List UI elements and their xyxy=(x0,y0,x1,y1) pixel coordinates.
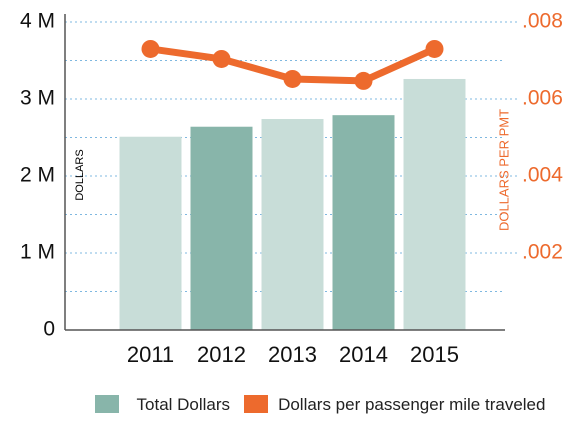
legend-swatch xyxy=(94,395,119,413)
x-tick-label: 2014 xyxy=(339,342,388,367)
bar xyxy=(261,119,324,331)
legend: Total Dollars Dollars per passenger mile … xyxy=(90,388,550,422)
plot: 0 1 M 2 M 3 M 4 M .002 .004 .006 .008 2011 2012 201… xyxy=(20,10,563,367)
y-tick-label: 3 M xyxy=(20,87,55,110)
x-tick-label: 2013 xyxy=(268,342,317,367)
bar xyxy=(119,136,182,330)
line-point xyxy=(141,39,160,58)
y2-tick-label: .004 xyxy=(522,164,563,187)
bar xyxy=(403,78,466,330)
line-point xyxy=(354,71,373,90)
legend-label: Total Dollars xyxy=(136,395,231,414)
line-point xyxy=(212,49,231,68)
y-tick-label: 2 M xyxy=(20,164,55,187)
y-tick-label: 1 M xyxy=(20,241,55,264)
bar xyxy=(332,115,395,330)
y2-axis-label: DOLLARS PER PMT xyxy=(496,109,511,231)
line-point xyxy=(425,39,444,58)
y-tick-label: 0 xyxy=(43,318,55,341)
y-tick-label: 4 M xyxy=(20,10,55,33)
bar xyxy=(190,126,253,330)
y2-tick-label: .002 xyxy=(522,241,563,264)
y2-tick-label: .008 xyxy=(522,10,563,33)
x-tick-label: 2011 xyxy=(127,342,174,367)
y-axis-label: DOLLARS xyxy=(74,149,86,200)
line-point xyxy=(283,69,302,88)
legend-swatch xyxy=(244,395,269,413)
legend-label: Dollars per passenger mile traveled xyxy=(278,395,546,414)
x-tick-label: 2012 xyxy=(197,342,246,367)
x-tick-label: 2015 xyxy=(410,342,459,367)
y2-tick-label: .006 xyxy=(522,87,563,110)
